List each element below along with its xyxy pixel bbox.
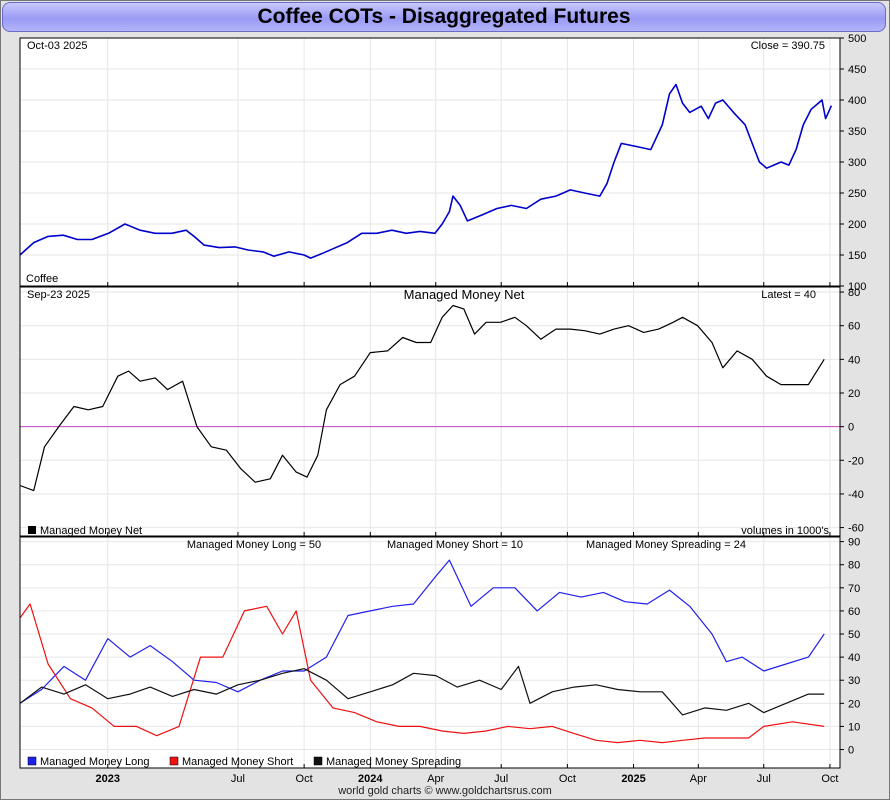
y-tick-label: 40 [848,652,860,664]
y-tick-label: 80 [848,560,860,572]
y-tick-label: 80 [848,287,860,299]
x-tick-label: Jul [231,773,245,785]
spreading-legend-swatch [313,756,323,766]
y-tick-label: -60 [848,523,864,535]
panel-2-border [19,286,841,537]
page-title: Coffee COTs - Disaggregated Futures [2,2,886,32]
short-legend-label: Managed Money Short [182,756,293,768]
net-legend-swatch [28,526,36,534]
price-close-readout: Close = 390.75 [751,40,825,52]
net-panel-title: Managed Money Net [404,287,525,302]
y-tick-label: 10 [848,721,860,733]
y-tick-label: 200 [848,219,866,231]
y-tick-label: 0 [848,745,854,757]
short-legend-swatch [169,756,179,766]
y-tick-label: 30 [848,675,860,687]
component-readout: Managed Money Long = 50 [187,539,321,551]
y-tick-label: 400 [848,95,866,107]
y-tick-label: -20 [848,455,864,467]
y-tick-label: 50 [848,629,860,641]
short-series-line [19,603,825,744]
spreading-legend-label: Managed Money Spreading [326,756,461,768]
long-legend-swatch [27,756,37,766]
y-tick-label: 20 [848,698,860,710]
x-tick-label: 2023 [96,773,120,785]
x-tick-label: Oct [559,773,576,785]
panel-3-background [20,537,840,768]
price-legend-label: Coffee [26,273,58,285]
y-tick-label: 100 [848,281,866,293]
footer-credit: world gold charts © www.goldchartsrus.co… [338,785,552,797]
y-tick-label: 350 [848,126,866,138]
x-tick-label: Apr [427,773,444,785]
x-tick-label: Jul [757,773,771,785]
panel-1-border [19,37,841,287]
spreading-series-line [19,665,825,716]
y-tick-label: 70 [848,583,860,595]
net-legend-label: Managed Money Net [40,525,142,537]
panel-2-background [20,287,840,536]
x-tick-label: Apr [690,773,707,785]
component-readout: Managed Money Short = 10 [387,539,523,551]
long-legend-label: Managed Money Long [40,756,149,768]
price-date-label: Oct-03 2025 [27,40,88,52]
y-tick-label: 250 [848,188,866,200]
x-tick-label: Oct [296,773,313,785]
x-tick-label: Jul [494,773,508,785]
y-tick-label: 300 [848,157,866,169]
net-units-label: volumes in 1000's [741,525,829,537]
component-readout: Managed Money Spreading = 24 [586,539,746,551]
x-tick-label: 2025 [621,773,645,785]
y-tick-label: 150 [848,250,866,262]
long-series-line [19,559,825,704]
net-date-label: Sep-23 2025 [27,289,90,301]
price-line [19,83,833,259]
y-tick-label: 500 [848,33,866,45]
y-tick-label: 20 [848,388,860,400]
x-tick-label: 2024 [358,773,383,785]
y-tick-label: 0 [848,422,854,434]
panel-3-border [19,536,841,769]
y-tick-label: 60 [848,606,860,618]
y-tick-label: 40 [848,354,860,366]
y-tick-label: 90 [848,537,860,549]
x-tick-label: Oct [821,773,838,785]
managed-money-net-line [19,304,825,492]
y-tick-label: -40 [848,489,864,501]
y-tick-label: 450 [848,64,866,76]
y-tick-label: 60 [848,321,860,333]
net-latest-readout: Latest = 40 [761,289,816,301]
